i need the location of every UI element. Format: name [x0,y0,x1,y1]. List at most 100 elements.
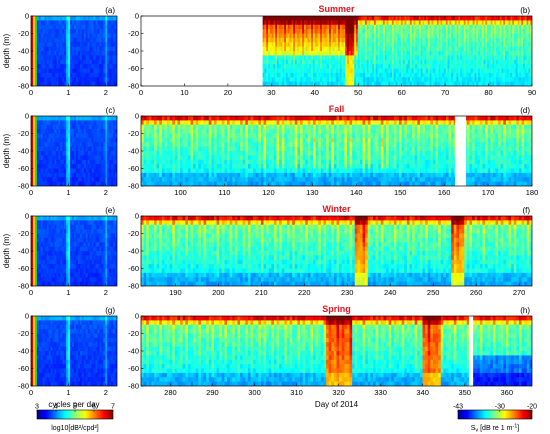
panel-h-ytick-2: -40 [128,347,139,356]
panel-c-xtick-2: 2 [104,188,108,197]
panel-b-xtick-7: 70 [441,88,449,97]
panel-e-ytick-3: -60 [18,264,29,273]
colorbar-sv-label-sub: v [475,428,478,434]
panel-f-image [141,216,532,286]
panel-b-ytick-2: -40 [128,47,139,56]
panel-h-ytick-0: 0 [135,312,139,321]
panel-h-gap-0 [468,316,474,386]
panel-d-ytick-3: -60 [128,164,139,173]
panel-g-image [31,316,117,386]
panels-layer: 0 1 20-20-40-60-800 10 20 30 40 50 60 70 80 900-20-… [18,12,538,397]
panel-b-ytick-1: -20 [128,29,139,38]
panel-h-image [141,316,532,386]
panel-b-ytick-0: 0 [135,12,139,21]
colorbar-sv-label-main: S [471,425,476,432]
colorbar-sv-label-rest: [dB re 1 m [478,425,512,432]
panel-d-xtick-5: 150 [394,188,407,197]
panel-f-xtick-6: 250 [427,288,440,297]
panel-b-xtick-0: 0 [139,88,143,97]
panel-h-xtick-7: 350 [458,388,471,397]
panel-e-xtick-2: 2 [104,288,108,297]
season-title-d: Fall [329,104,345,114]
panel-b-xtick-6: 60 [397,88,405,97]
panel-f-xtick-3: 220 [298,288,311,297]
panel-c-ytick-1: -20 [18,129,29,138]
panel-label-c: (c) [106,106,116,115]
panel-f-xtick-7: 260 [470,288,483,297]
panel-d-ytick-0: 0 [135,112,139,121]
panel-label-d: (d) [520,106,530,115]
ylabel-row-1: depth (m) [2,134,11,169]
panel-f-xtick-0: 190 [169,288,182,297]
season-title-h: Spring [322,304,351,314]
panel-b-xtick-8: 80 [484,88,492,97]
panel-f-xtick-4: 230 [341,288,354,297]
colorbar-sv-tick-2: -20 [527,404,537,411]
panel-d-image [141,116,532,186]
panel-f: 190 200 210 220 230 240 250 260 270 0 -20 -40 -60 -80 [128,212,533,297]
panel-c: 0 1 2 0 -20 -40 -60 -80 [18,112,118,197]
panel-b-image [141,16,532,86]
panel-h-xtick-6: 340 [416,388,429,397]
ylabel-row-2: depth (m) [2,234,11,269]
panel-b: 0 10 20 30 40 50 60 70 80 90 0 -20 -40 -60 -80 [128,12,536,97]
panel-e-xtick-1: 1 [66,288,70,297]
panel-a-xtick-2: 2 [104,88,108,97]
panel-g-ytick-1: -20 [18,329,29,338]
colorbar-spectrum-tick-4: 7 [111,404,115,411]
panel-label-b: (b) [520,6,530,15]
panel-b-xtick-1: 10 [180,88,188,97]
panel-b-ytick-3: -60 [128,64,139,73]
panel-label-g: (g) [105,306,115,315]
panel-f-xtick-5: 240 [384,288,397,297]
panel-d-xtick-0: 100 [174,188,187,197]
colorbar-sv-label-end: ] [517,425,519,432]
panel-h-ytick-4: -80 [128,382,139,391]
panel-d-ytick-2: -40 [128,147,139,156]
panel-d: 100 110 120 130 140 150 160 170 180 0 -20 -40 -60 -80 [128,112,538,197]
season-title-f: Winter [323,204,351,214]
panel-e-xtick-0: 0 [29,288,33,297]
colorbar-spectrum-label: log10[dB²/cpd²] [51,425,99,432]
colorbar-sv-tick-1: -30 [495,404,505,411]
panel-d-xtick-7: 170 [482,188,495,197]
panel-g-xtick-0: 0 [29,388,33,397]
colorbar-spectrum-tick-1: 4 [54,404,58,411]
panel-f-ytick-4: -80 [128,282,139,291]
panel-a-ytick-0: 0 [25,12,29,21]
xlabel-spectrum: cycles per day [48,400,99,409]
panel-a-image [31,16,117,86]
panel-g: 0 1 2 0 -20 -40 -60 -80 [18,312,118,397]
panel-d-ytick-4: -80 [128,182,139,191]
panel-g-ytick-3: -60 [18,364,29,373]
panel-f-xtick-2: 210 [255,288,268,297]
colorbar-sv: -43 -30 -20 Sv [dB re 1 m-1] [453,404,537,434]
panel-g-xtick-1: 1 [66,388,70,397]
panel-a: 0 1 2 0 -20 -40 -60 -80 [18,12,118,97]
panel-b-xtick-9: 90 [528,88,536,97]
panel-f-ytick-2: -40 [128,247,139,256]
colorbar-spectrum: 3 4 5 6 7 log10[dB²/cpd²] [35,404,115,433]
colorbar-sv-gradient [457,409,533,420]
panel-a-xtick-0: 0 [29,88,33,97]
panel-a-xtick-1: 1 [66,88,70,97]
panel-a-ytick-3: -60 [18,64,29,73]
panel-d-gap-0 [455,116,467,186]
panel-c-xtick-1: 1 [66,188,70,197]
panel-d-xtick-1: 110 [218,188,230,197]
panel-h-xtick-1: 290 [206,388,219,397]
ylabel-row-0: depth (m) [2,34,11,69]
panel-d-ytick-1: -20 [128,129,139,138]
panel-label-a: (a) [105,6,115,15]
colorbar-sv-tick-0: -43 [453,404,463,411]
panel-b-xtick-2: 20 [224,88,232,97]
panel-h-xtick-0: 280 [164,388,177,397]
panel-c-ytick-3: -60 [18,164,29,173]
panel-a-ytick-2: -40 [18,47,29,56]
panel-e-ytick-2: -40 [18,247,29,256]
panel-f-ytick-0: 0 [135,212,139,221]
panel-d-xtick-6: 160 [438,188,451,197]
colorbar-spectrum-tick-3: 6 [92,404,96,411]
panel-h-ytick-1: -20 [128,329,139,338]
